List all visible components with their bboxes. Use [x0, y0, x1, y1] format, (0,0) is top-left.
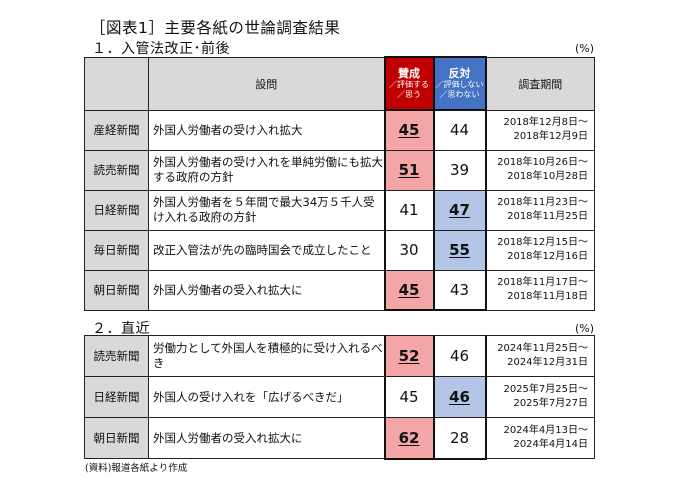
header-agree-sub: ／評価する／思う	[389, 80, 429, 99]
section1-unit: (%)	[574, 42, 594, 55]
survey-question: 外国人労働者の受入れ拡大に	[148, 269, 385, 311]
survey-period: 2018年12月8日～ 2018年12月9日	[485, 109, 595, 151]
section1-title: １．入管法改正･前後	[92, 41, 230, 57]
oppose-value: 47	[432, 189, 487, 231]
period-start: 2018年11月23日～	[497, 197, 588, 208]
period-end: 2025年7月27日	[513, 398, 588, 409]
header-period: 調査期間	[485, 56, 595, 111]
period-start: 2018年10月26日～	[497, 157, 588, 168]
survey-period: 2024年11月25日～ 2024年12月31日	[485, 335, 595, 377]
section1-table: 設問 賛成 ／評価する／思う 反対 ／評価しない／思わない 調査期間 産経新聞外…	[84, 56, 595, 311]
header-question: 設問	[148, 56, 385, 111]
newspaper-name: 朝日新聞	[84, 269, 149, 311]
newspaper-name: 日経新聞	[84, 376, 149, 418]
period-end: 2018年12月16日	[507, 251, 588, 262]
period-start: 2024年11月25日～	[497, 343, 588, 354]
table-row: 読売新聞 労働力として外国人を積極的に受け入れるべき 52 46 2024年11月25日…	[84, 335, 595, 377]
oppose-value: 46	[432, 376, 487, 418]
newspaper-name: 朝日新聞	[84, 417, 149, 459]
period-end: 2024年4月14日	[513, 439, 588, 450]
survey-question: 外国人労働者の受入れ拡大に	[148, 417, 385, 459]
survey-period: 2018年11月17日～ 2018年11月18日	[485, 269, 595, 311]
header-blank	[84, 56, 149, 111]
period-start: 2024年4月13日～	[503, 425, 588, 436]
newspaper-name: 読売新聞	[84, 149, 149, 191]
survey-question: 改正入管法が先の臨時国会で成立したこと	[148, 229, 385, 271]
agree-value: 62	[383, 417, 435, 460]
agree-value: 45	[383, 269, 435, 311]
header-oppose-main: 反対	[448, 67, 471, 80]
section2-title: ２．直近	[92, 321, 150, 337]
header-oppose: 反対 ／評価しない／思わない	[432, 56, 487, 111]
period-start: 2018年12月8日～	[503, 117, 588, 128]
period-start: 2018年11月17日～	[497, 277, 588, 288]
period-start: 2025年7月25日～	[503, 384, 588, 395]
survey-question: 外国人の受け入れを「広げるべきだ」	[148, 376, 385, 418]
oppose-value: 46	[432, 335, 487, 377]
newspaper-name: 読売新聞	[84, 335, 149, 377]
oppose-value: 55	[432, 229, 487, 271]
period-end: 2018年10月28日	[507, 171, 588, 182]
survey-question: 労働力として外国人を積極的に受け入れるべき	[148, 335, 385, 377]
survey-period: 2018年11月23日～ 2018年11月25日	[485, 189, 595, 231]
agree-value: 51	[383, 149, 435, 191]
newspaper-name: 日経新聞	[84, 189, 149, 231]
period-start: 2018年12月15日～	[497, 237, 588, 248]
agree-value: 41	[383, 189, 435, 231]
survey-question: 外国人労働者を５年間で最大34万５千人受け入れる政府の方針	[148, 189, 385, 231]
survey-period: 2025年7月25日～ 2025年7月27日	[485, 376, 595, 418]
oppose-value: 43	[432, 269, 487, 311]
table-row: 日経新聞 外国人労働者を５年間で最大34万５千人受け入れる政府の方針 41 47 201…	[84, 189, 595, 231]
survey-period: 2018年12月15日～ 2018年12月16日	[485, 229, 595, 271]
period-end: 2018年12月9日	[513, 131, 588, 142]
table-row: 産経新聞 外国人労働者の受け入れ拡大 45 44 2018年12月8日～ 2018年12月…	[84, 109, 595, 151]
table-row: 朝日新聞 外国人労働者の受入れ拡大に 62 28 2024年4月13日～ 2024年4月1…	[84, 417, 595, 460]
section2-unit: (%)	[574, 322, 594, 335]
newspaper-name: 産経新聞	[84, 109, 149, 151]
figure-title: ［図表1］主要各紙の世論調査結果	[90, 19, 341, 37]
period-end: 2024年12月31日	[507, 357, 588, 368]
table-row: 毎日新聞 改正入管法が先の臨時国会で成立したこと 30 55 2018年12月15日～ 2…	[84, 229, 595, 271]
oppose-value: 28	[432, 417, 487, 460]
section2-table: 読売新聞 労働力として外国人を積極的に受け入れるべき 52 46 2024年11月25日…	[84, 335, 595, 460]
period-end: 2018年11月25日	[507, 211, 588, 222]
oppose-value: 44	[432, 109, 487, 151]
survey-period: 2018年10月26日～ 2018年10月28日	[485, 149, 595, 191]
agree-value: 45	[383, 109, 435, 151]
agree-value: 45	[383, 376, 435, 418]
survey-question: 外国人労働者の受け入れ拡大	[148, 109, 385, 151]
period-end: 2018年11月18日	[507, 291, 588, 302]
header-oppose-sub: ／評価しない／思わない	[435, 80, 484, 99]
survey-question: 外国人労働者の受け入れを単純労働にも拡大する政府の方針	[148, 149, 385, 191]
agree-value: 52	[383, 335, 435, 377]
oppose-value: 39	[432, 149, 487, 191]
survey-period: 2024年4月13日～ 2024年4月14日	[485, 417, 595, 459]
agree-value: 30	[383, 229, 435, 271]
header-agree: 賛成 ／評価する／思う	[383, 56, 435, 111]
header-agree-main: 賛成	[398, 67, 420, 80]
table-row: 読売新聞 外国人労働者の受け入れを単純労働にも拡大する政府の方針 51 39 2018年…	[84, 149, 595, 191]
table-row: 日経新聞 外国人の受け入れを「広げるべきだ」 45 46 2025年7月25日～ 2025…	[84, 376, 595, 418]
source-note: (資料)報道各紙より作成	[85, 463, 188, 474]
newspaper-name: 毎日新聞	[84, 229, 149, 271]
table-row: 朝日新聞 外国人労働者の受入れ拡大に 45 43 2018年11月17日～ 2018年11…	[84, 269, 595, 311]
